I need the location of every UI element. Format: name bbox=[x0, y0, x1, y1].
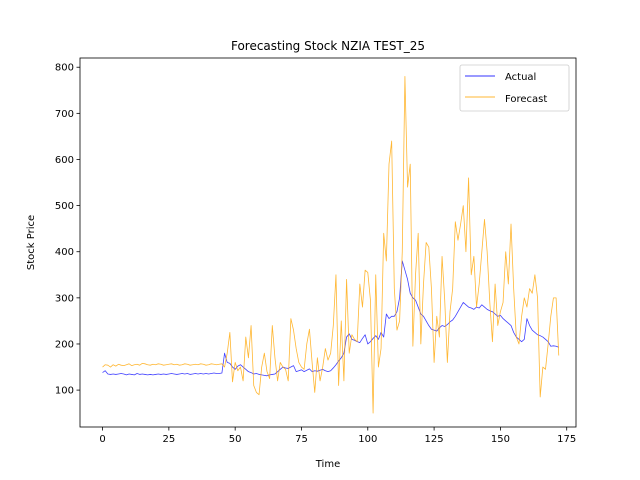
legend-label-actual: Actual bbox=[505, 72, 536, 83]
plot-area bbox=[102, 76, 560, 414]
y-tick-label: 800 bbox=[55, 63, 74, 74]
x-tick-label: 25 bbox=[162, 434, 175, 445]
x-axis-label: Time bbox=[315, 459, 340, 470]
y-axis-label: Stock Price bbox=[26, 215, 37, 270]
x-axis: 0 25 50 75 100 125 150 175 bbox=[99, 427, 576, 445]
y-tick-label: 400 bbox=[55, 247, 74, 258]
y-tick-label: 100 bbox=[55, 386, 74, 397]
y-tick-label: 600 bbox=[55, 155, 74, 166]
y-tick-label: 500 bbox=[55, 201, 74, 212]
y-tick-label: 700 bbox=[55, 109, 74, 120]
legend: Actual Forecast bbox=[459, 64, 570, 112]
series-line-actual bbox=[102, 260, 559, 377]
x-tick-label: 75 bbox=[295, 434, 308, 445]
y-axis: 100 200 300 400 500 600 700 800 bbox=[55, 63, 80, 397]
chart-title: Forecasting Stock NZIA TEST_25 bbox=[231, 39, 425, 53]
x-tick-label: 0 bbox=[99, 434, 105, 445]
x-tick-label: 50 bbox=[229, 434, 242, 445]
y-tick-label: 300 bbox=[55, 293, 74, 304]
series-line-forecast bbox=[102, 76, 560, 414]
x-tick-label: 150 bbox=[491, 434, 510, 445]
legend-label-forecast: Forecast bbox=[505, 94, 547, 105]
x-tick-label: 125 bbox=[425, 434, 444, 445]
y-tick-label: 200 bbox=[55, 339, 74, 350]
x-tick-label: 175 bbox=[557, 434, 576, 445]
x-tick-label: 100 bbox=[358, 434, 377, 445]
axes-frame bbox=[79, 57, 577, 428]
